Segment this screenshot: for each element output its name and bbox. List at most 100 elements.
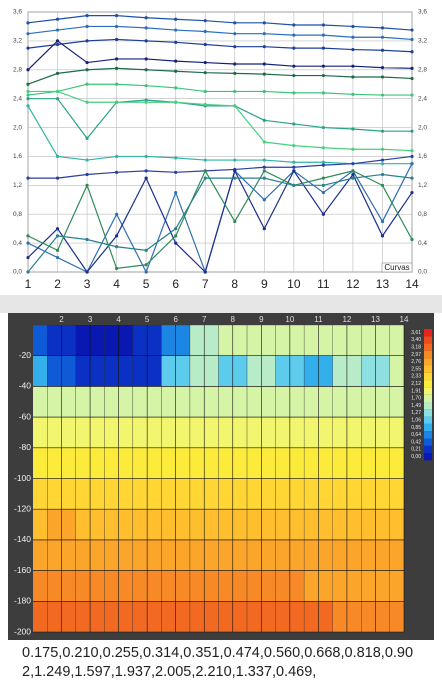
curve-point (85, 82, 89, 86)
x-tick-label: 13 (371, 315, 380, 324)
curve-point (115, 100, 119, 104)
y2-tick-label: 3,2 (418, 38, 427, 45)
y-tick-label: -60 (19, 411, 32, 421)
y-tick-label: 2,0 (13, 124, 22, 131)
colorbar-label: 1,70 (411, 396, 421, 402)
x-tick-label: 10 (285, 315, 294, 324)
curve-point (115, 234, 119, 238)
curve-point (203, 158, 207, 162)
curve-point (55, 28, 60, 32)
curve-point (115, 212, 119, 216)
heatmap-cell (389, 509, 404, 541)
curve-point (262, 165, 266, 169)
curve-point (410, 66, 414, 70)
curve-point (262, 32, 266, 36)
colorbar-label: 2,97 (411, 352, 421, 358)
plot-area (27, 11, 413, 273)
curve-point (262, 227, 266, 231)
curve-point (174, 156, 178, 160)
curve-point (321, 160, 325, 164)
y-tick-label: 2,4 (13, 95, 22, 102)
curve-point (203, 29, 207, 34)
curve-point (203, 42, 207, 47)
curve-point (174, 100, 178, 104)
curve-point (174, 59, 178, 63)
heatmap-cell (389, 325, 404, 357)
curve-point (410, 129, 414, 133)
curve-point (55, 248, 60, 252)
curve-point (26, 234, 30, 238)
curve-point (55, 234, 60, 238)
y2-tick-label: 0,0 (418, 269, 427, 276)
curve-point (410, 176, 414, 180)
x-tick-label: 11 (314, 315, 323, 324)
curve-point (292, 91, 296, 95)
colorbar-swatch (424, 402, 432, 410)
colorbar-swatch (424, 438, 432, 446)
curve-point (410, 190, 414, 195)
curve-point (233, 104, 237, 108)
curve-point (55, 39, 60, 43)
curve-point (262, 118, 266, 122)
curve-point (55, 176, 60, 180)
y2-tick-label: 1,6 (418, 153, 427, 160)
curve-point (233, 32, 237, 36)
curve-point (262, 176, 266, 180)
curve-point (144, 263, 148, 267)
curve-point (55, 97, 60, 101)
curve-point (321, 33, 325, 37)
curve-point (26, 270, 30, 274)
colorbar-swatch (424, 329, 432, 337)
curve-point (380, 219, 385, 224)
heatmap-cell (389, 570, 404, 602)
curve-point (174, 227, 178, 231)
curve-point (351, 162, 355, 166)
curve-point (262, 140, 266, 144)
y-tick-label: -40 (19, 381, 32, 391)
curve-point (321, 64, 325, 68)
x-tick-label: 5 (145, 315, 150, 324)
curve-point (26, 255, 30, 260)
curve-point (233, 158, 237, 162)
colorbar-swatch (424, 445, 432, 454)
heatmap-cell (389, 416, 404, 449)
y-tick-label: -100 (14, 473, 31, 483)
colorbar-label: 3,40 (411, 337, 421, 343)
curve-point (115, 245, 119, 249)
y2-tick-label: 0,4 (418, 240, 427, 247)
y-tick-label: 3,2 (13, 38, 22, 45)
curve-point (26, 82, 30, 86)
curve-point (410, 162, 414, 166)
colorbar-swatch (424, 372, 432, 381)
x-tick-label: 9 (261, 277, 268, 291)
colorbar-label: 2,76 (411, 359, 421, 365)
colorbar-label: 1,27 (411, 410, 421, 416)
curve-point (410, 50, 414, 54)
curve-point (144, 16, 148, 20)
curve-point (144, 84, 148, 88)
colorbar-label: 3,18 (411, 345, 421, 351)
curve-point (55, 255, 60, 260)
colorbar-swatch (424, 350, 432, 359)
curve-point (410, 28, 414, 32)
curve-point (85, 24, 89, 29)
curve-point (410, 154, 414, 159)
curve-point (262, 62, 266, 66)
curve-point (233, 45, 237, 49)
curve-point (144, 248, 148, 252)
curve-point (410, 237, 414, 242)
colorbar-swatch (424, 358, 432, 366)
y-tick-label: 3,6 (13, 9, 22, 16)
y2-tick-label: 0,8 (418, 211, 427, 218)
colorbar-swatch (424, 394, 432, 402)
curve-point (55, 227, 60, 231)
curve-point (262, 158, 266, 162)
curve-point (351, 24, 355, 29)
colorbar-swatch (424, 416, 432, 424)
x-tick-label: 14 (400, 315, 409, 324)
colorbar-swatch (424, 387, 432, 395)
x-tick-label: 4 (113, 277, 120, 291)
x-tick-label: 3 (88, 315, 93, 324)
curve-point (321, 23, 325, 27)
curve-point (115, 154, 119, 159)
